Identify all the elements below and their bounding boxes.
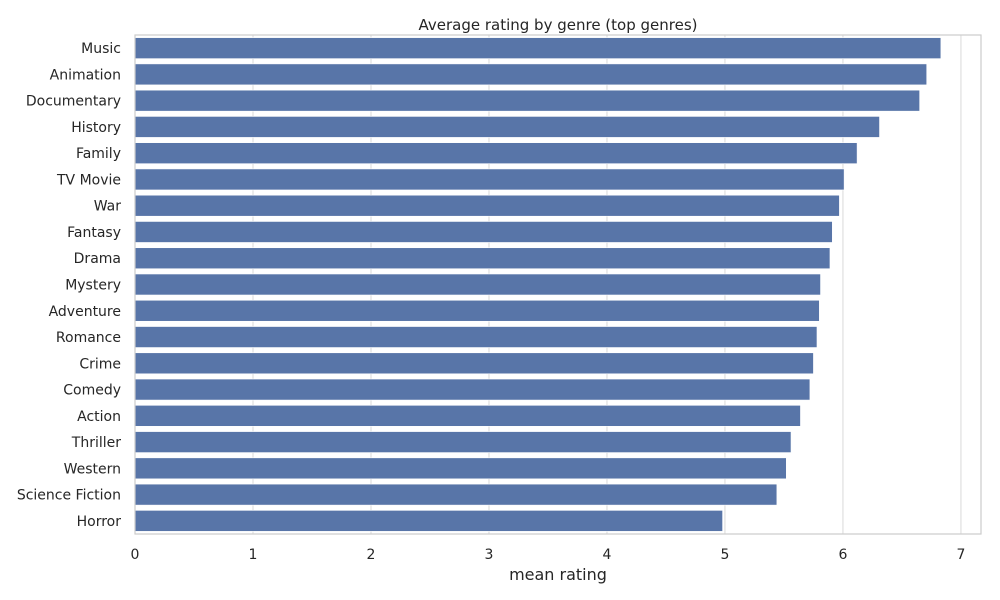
bar-comedy (134, 378, 811, 401)
y-tick-label: Animation (50, 67, 121, 83)
y-tick-label: Documentary (26, 94, 121, 110)
y-tick-label: Family (76, 146, 121, 162)
bar-adventure (134, 299, 820, 322)
plot-frame (134, 34, 982, 535)
y-tick-label: Mystery (65, 278, 121, 294)
y-tick-label: Fantasy (67, 225, 121, 241)
x-tick-label: 2 (367, 547, 376, 563)
bar-western (134, 457, 787, 480)
bar-fantasy (134, 221, 833, 243)
bar-tv-movie (134, 168, 845, 191)
bar-thriller (134, 431, 792, 453)
bars (134, 37, 942, 532)
bar-family (134, 142, 858, 164)
chart-title: Average rating by genre (top genres) (418, 16, 697, 34)
bar-action (134, 405, 801, 427)
x-tick-label: 0 (131, 547, 140, 563)
bar-mystery (134, 273, 821, 296)
bar-science-fiction (134, 483, 778, 506)
y-tick-label: Romance (56, 330, 121, 346)
x-tick-label: 5 (720, 547, 729, 563)
x-tick-labels: 0 1 2 3 4 5 6 7 (131, 547, 966, 563)
x-tick-label: 4 (603, 547, 612, 563)
bar-history (134, 116, 880, 138)
bar-horror (134, 510, 723, 532)
y-tick-label: Music (81, 41, 121, 57)
bar-romance (134, 326, 818, 348)
y-tick-label: Western (64, 461, 121, 477)
y-tick-label: War (94, 199, 122, 215)
bar-documentary (134, 89, 920, 112)
bar-drama (134, 247, 831, 270)
x-tick-label: 6 (838, 547, 847, 563)
y-tick-label: Comedy (63, 383, 121, 399)
y-tick-label: TV Movie (56, 172, 121, 188)
x-axis-label: mean rating (509, 565, 607, 584)
bar-war (134, 194, 840, 217)
y-tick-label: Science Fiction (17, 488, 121, 504)
y-tick-label: Crime (79, 356, 121, 372)
y-tick-labels: Music Animation Documentary History Family TV… (17, 41, 121, 530)
y-tick-label: Adventure (49, 304, 121, 320)
x-tick-label: 3 (485, 547, 494, 563)
x-tick-label: 7 (956, 547, 965, 563)
y-tick-label: Drama (74, 251, 121, 267)
x-tick-label: 1 (249, 547, 258, 563)
bar-music (134, 37, 942, 59)
bar-animation (134, 63, 928, 86)
y-tick-label: History (71, 120, 121, 136)
y-tick-label: Action (77, 409, 121, 425)
bar-crime (134, 352, 814, 375)
y-tick-label: Horror (77, 514, 122, 530)
y-tick-label: Thriller (71, 435, 121, 451)
